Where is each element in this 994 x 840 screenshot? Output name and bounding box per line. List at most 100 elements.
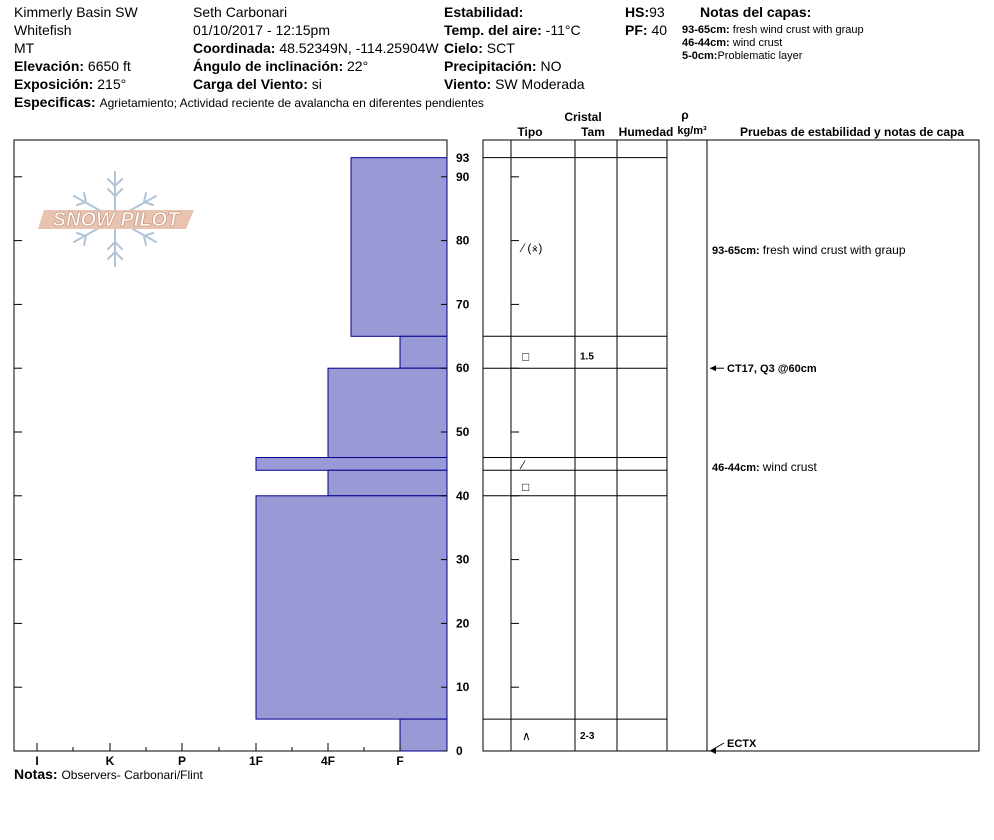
wind-load-value: si	[311, 76, 322, 92]
observation-datetime: 01/10/2017 - 12:15pm	[193, 22, 330, 38]
air-temp: Temp. del aire: -11°C	[444, 22, 581, 38]
incline-label: Ángulo de inclinación:	[193, 58, 344, 74]
elevation-label: Elevación:	[14, 58, 85, 74]
air-temp-value: -11°C	[545, 22, 581, 38]
hardness-tick-label: P	[178, 754, 186, 768]
density-unit-header: kg/m³	[677, 125, 707, 137]
notes-label: Notas:	[14, 766, 58, 782]
hardness-bar	[327, 469, 448, 497]
layer-note-1: 93-65cm: fresh wind crust with graup	[682, 24, 864, 37]
depth-tick-label: 70	[456, 297, 470, 311]
wind-value: SW Moderada	[495, 76, 585, 92]
hardness-bar	[399, 718, 448, 752]
stability-tests: CT17, Q3 @60cm ECTX	[709, 363, 817, 754]
crystal-header: Cristal	[564, 110, 601, 124]
depth-tick-label: 60	[456, 361, 470, 375]
layer-comment-text: fresh wind crust with graup	[763, 243, 906, 257]
moisture-header: Humedad	[619, 125, 674, 139]
depth-tick-label: 40	[456, 489, 470, 503]
precipitation: Precipitación: NO	[444, 58, 561, 74]
crystal-size-value: 1.5	[580, 351, 594, 362]
layer-comment-range: 46-44cm:	[712, 462, 763, 474]
depth-tick-label: 90	[456, 170, 470, 184]
layer-comment-range: 93-65cm:	[712, 245, 763, 257]
incline: Ángulo de inclinación: 22°	[193, 58, 368, 74]
layer-note-2-text: wind crust	[732, 37, 783, 49]
layer-comment: 93-65cm: fresh wind crust with graup	[712, 243, 906, 257]
layer-note-1-text: fresh wind crust with graup	[732, 24, 864, 36]
layer-comments: 93-65cm: fresh wind crust with graup 46-4…	[712, 243, 906, 474]
crystal-type-symbol: ∧	[522, 729, 531, 743]
hardness-tick-label: F	[396, 754, 403, 768]
location-line-2: Whitefish	[14, 22, 72, 38]
wind-label: Viento:	[444, 76, 492, 92]
incline-value: 22°	[347, 58, 369, 74]
snow-height: HS:93	[625, 4, 665, 20]
specifics: Especificas: Agrietamiento; Actividad re…	[14, 94, 484, 111]
aspect-label: Exposición:	[14, 76, 94, 92]
crystal-cells: ⁄ (⨰) □ 1.5 ⁄ □ ∧ 2-3	[519, 241, 595, 743]
layer-note-3-range: 5-0cm:	[682, 50, 718, 62]
observer-name: Seth Carbonari	[193, 4, 288, 20]
size-header: Tam	[581, 125, 605, 139]
crystal-size-value: 2-3	[580, 731, 595, 742]
hs-label: HS:	[625, 4, 650, 20]
layer-notes-title: Notas del capas:	[700, 4, 812, 20]
aspect: Exposición: 215°	[14, 76, 126, 92]
stability-test-arrow	[709, 742, 725, 752]
stability: Estabilidad:	[444, 4, 523, 20]
penetration-foot: PF: 40	[625, 22, 667, 38]
hardness-tick-label: 4F	[321, 754, 335, 768]
coordinates: Coordinada: 48.52349N, -114.25904W	[193, 40, 439, 56]
hardness-bar	[399, 335, 448, 369]
specifics-value: Agrietamiento; Actividad reciente de ava…	[99, 96, 484, 110]
notes: Notas: Observers- Carbonari/Flint	[14, 766, 203, 783]
stability-test-arrowhead	[710, 748, 716, 754]
location-line-3: MT	[14, 40, 35, 56]
hardness-tick-label: I	[35, 754, 38, 768]
notes-value: Observers- Carbonari/Flint	[61, 768, 203, 782]
stability-test-label: CT17, Q3 @60cm	[727, 363, 817, 375]
sky-value: SCT	[486, 40, 515, 56]
depth-axis: 0 10 20 30 40 50 60 70 80 90	[14, 170, 519, 758]
hardness-bar	[255, 457, 448, 471]
layer-note-1-range: 93-65cm:	[682, 24, 730, 36]
elevation-value: 6650 ft	[87, 58, 131, 74]
hardness-bars	[255, 157, 448, 752]
precipitation-value: NO	[540, 58, 562, 74]
crystal-type-symbol: □	[522, 480, 529, 494]
layer-comment-text: wind crust	[762, 460, 818, 474]
layer-note-3: 5-0cm:Problematic layer	[682, 50, 802, 63]
depth-tick-label: 80	[456, 234, 470, 248]
pf-label: PF:	[625, 22, 648, 38]
stability-label: Estabilidad:	[444, 4, 524, 20]
depth-tick-label: 10	[456, 680, 470, 694]
layer-note-3-text: Problematic layer	[717, 50, 803, 62]
location-line-1: Kimmerly Basin SW	[14, 4, 138, 20]
type-header: Tipo	[517, 125, 542, 139]
layer-note-2-range: 46-44cm:	[682, 37, 730, 49]
wind: Viento: SW Moderada	[444, 76, 585, 92]
coordinates-label: Coordinada:	[193, 40, 276, 56]
hs-value: 93	[649, 4, 665, 20]
wind-load: Carga del Viento: si	[193, 76, 322, 92]
hardness-tick-label: 1F	[249, 754, 263, 768]
snowpilot-logo-text: SNOW PILOT	[53, 209, 181, 231]
depth-tick-label: 20	[456, 616, 470, 630]
crystal-type-symbol: ⁄	[519, 458, 526, 472]
sky: Cielo: SCT	[444, 40, 515, 56]
depth-top-label: 93	[456, 151, 470, 165]
depth-tick-label: 50	[456, 425, 470, 439]
sky-label: Cielo:	[444, 40, 483, 56]
pf-value: 40	[651, 22, 668, 38]
crystal-type-symbol: □	[522, 349, 529, 363]
hardness-tick-label: K	[106, 754, 115, 768]
snowpilot-logo	[38, 171, 194, 267]
wind-load-label: Carga del Viento:	[193, 76, 308, 92]
air-temp-label: Temp. del aire:	[444, 22, 542, 38]
crystal-type-symbol: ⁄ (⨰)	[519, 241, 542, 255]
specifics-label: Especificas:	[14, 94, 96, 110]
layer-comment: 46-44cm: wind crust	[712, 460, 817, 474]
hardness-axis: I K P 1F 4F F	[35, 743, 404, 768]
